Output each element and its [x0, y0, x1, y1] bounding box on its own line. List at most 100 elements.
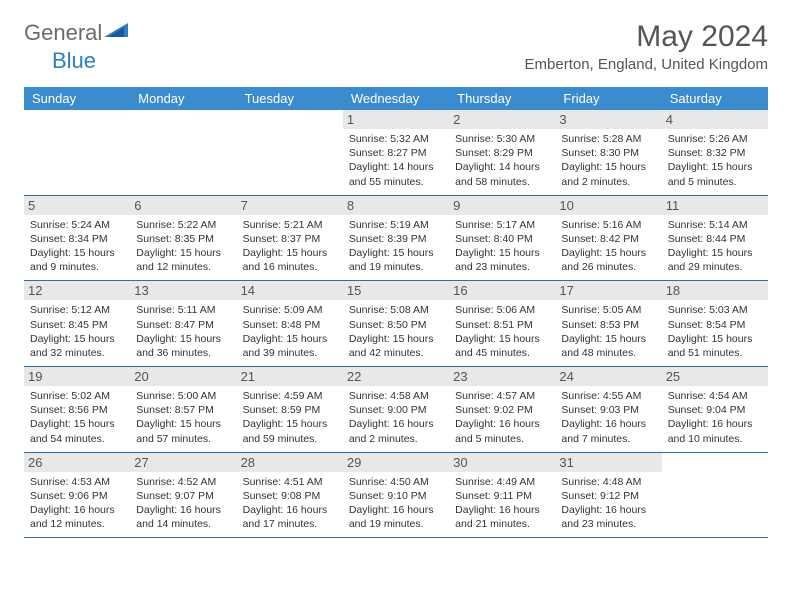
daylight-text: Daylight: 16 hours and 7 minutes.: [561, 417, 655, 445]
daylight-text: Daylight: 15 hours and 12 minutes.: [136, 246, 230, 274]
sunrise-text: Sunrise: 5:06 AM: [455, 303, 549, 317]
day-number: 29: [343, 453, 449, 472]
day-cell: 31Sunrise: 4:48 AMSunset: 9:12 PMDayligh…: [555, 453, 661, 538]
daylight-text: Daylight: 15 hours and 51 minutes.: [668, 332, 762, 360]
daylight-text: Daylight: 14 hours and 58 minutes.: [455, 160, 549, 188]
calendar-table: Sunday Monday Tuesday Wednesday Thursday…: [24, 87, 768, 538]
day-number: 26: [24, 453, 130, 472]
day-number: 21: [237, 367, 343, 386]
title-block: May 2024 Emberton, England, United Kingd…: [525, 20, 768, 73]
day-cell: 20 Sunrise: 5:00 AMSunset: 8:57 PMDayligh…: [130, 367, 236, 452]
week-row: 12 Sunrise: 5:12 AMSunset: 8:45 PMDayligh…: [24, 281, 768, 367]
sunrise-text: Sunrise: 4:58 AM: [349, 389, 443, 403]
sunrise-text: Sunrise: 5:26 AM: [668, 132, 762, 146]
day-detail: Sunrise: 4:50 AMSunset: 9:10 PMDaylight:…: [349, 475, 443, 532]
weekday-header-fri: Friday: [555, 87, 661, 110]
day-detail: Sunrise: 5:30 AMSunset: 8:29 PMDaylight:…: [455, 132, 549, 189]
day-number: 30: [449, 453, 555, 472]
day-detail: Sunrise: 4:49 AMSunset: 9:11 PMDaylight:…: [455, 475, 549, 532]
day-cell: 21Sunrise: 4:59 AMSunset: 8:59 PMDayligh…: [237, 367, 343, 452]
day-detail: Sunrise: 4:57 AMSunset: 9:02 PMDaylight:…: [455, 389, 549, 446]
day-cell: 12 Sunrise: 5:12 AMSunset: 8:45 PMDayligh…: [24, 281, 130, 366]
sunset-text: Sunset: 8:37 PM: [243, 232, 337, 246]
day-cell: .: [662, 453, 768, 538]
sunset-text: Sunset: 9:06 PM: [30, 489, 124, 503]
day-number: 14: [237, 281, 343, 300]
week-row: 5Sunrise: 5:24 AMSunset: 8:34 PMDaylight…: [24, 196, 768, 282]
daylight-text: Daylight: 15 hours and 26 minutes.: [561, 246, 655, 274]
sunset-text: Sunset: 8:30 PM: [561, 146, 655, 160]
sunset-text: Sunset: 8:51 PM: [455, 318, 549, 332]
day-detail: Sunrise: 4:55 AMSunset: 9:03 PMDaylight:…: [561, 389, 655, 446]
day-cell: 14 Sunrise: 5:09 AMSunset: 8:48 PMDayligh…: [237, 281, 343, 366]
week-row: 19Sunrise: 5:02 AMSunset: 8:56 PMDayligh…: [24, 367, 768, 453]
day-cell: 11Sunrise: 5:14 AMSunset: 8:44 PMDayligh…: [662, 196, 768, 281]
day-detail: Sunrise: 4:48 AMSunset: 9:12 PMDaylight:…: [561, 475, 655, 532]
weekday-header-wed: Wednesday: [343, 87, 449, 110]
sunset-text: Sunset: 8:48 PM: [243, 318, 337, 332]
logo-word-2-wrap: Blue: [24, 48, 96, 74]
weekday-header-tue: Tuesday: [237, 87, 343, 110]
weekday-header-sun: Sunday: [24, 87, 130, 110]
daylight-text: Daylight: 16 hours and 17 minutes.: [243, 503, 337, 531]
month-year-title: May 2024: [525, 20, 768, 54]
sunrise-text: Sunrise: 5:32 AM: [349, 132, 443, 146]
day-number: 20: [130, 367, 236, 386]
weeks-container: ...1Sunrise: 5:32 AMSunset: 8:27 PMDayli…: [24, 110, 768, 538]
day-cell: 22Sunrise: 4:58 AMSunset: 9:00 PMDayligh…: [343, 367, 449, 452]
day-detail: Sunrise: 5:09 AMSunset: 8:48 PMDaylight:…: [243, 303, 337, 360]
day-detail: Sunrise: 4:52 AMSunset: 9:07 PMDaylight:…: [136, 475, 230, 532]
day-cell: 19Sunrise: 5:02 AMSunset: 8:56 PMDayligh…: [24, 367, 130, 452]
sunset-text: Sunset: 9:10 PM: [349, 489, 443, 503]
day-number: 15: [343, 281, 449, 300]
sunset-text: Sunset: 8:59 PM: [243, 403, 337, 417]
day-detail: Sunrise: 5:06 AMSunset: 8:51 PMDaylight:…: [455, 303, 549, 360]
day-detail: Sunrise: 5:11 AMSunset: 8:47 PMDaylight:…: [136, 303, 230, 360]
day-number: 1: [343, 110, 449, 129]
daylight-text: Daylight: 15 hours and 16 minutes.: [243, 246, 337, 274]
sunset-text: Sunset: 8:54 PM: [668, 318, 762, 332]
day-detail: Sunrise: 5:22 AMSunset: 8:35 PMDaylight:…: [136, 218, 230, 275]
sunrise-text: Sunrise: 5:05 AM: [561, 303, 655, 317]
sunrise-text: Sunrise: 4:50 AM: [349, 475, 443, 489]
daylight-text: Daylight: 16 hours and 21 minutes.: [455, 503, 549, 531]
day-detail: Sunrise: 5:00 AMSunset: 8:57 PMDaylight:…: [136, 389, 230, 446]
day-number: 3: [555, 110, 661, 129]
day-cell: 9Sunrise: 5:17 AMSunset: 8:40 PMDaylight…: [449, 196, 555, 281]
day-detail: Sunrise: 5:24 AMSunset: 8:34 PMDaylight:…: [30, 218, 124, 275]
day-number: 8: [343, 196, 449, 215]
day-detail: Sunrise: 5:12 AMSunset: 8:45 PMDaylight:…: [30, 303, 124, 360]
sunset-text: Sunset: 8:45 PM: [30, 318, 124, 332]
day-number: 9: [449, 196, 555, 215]
day-number: 25: [662, 367, 768, 386]
sunrise-text: Sunrise: 5:24 AM: [30, 218, 124, 232]
day-number: 12: [24, 281, 130, 300]
day-number: 17: [555, 281, 661, 300]
weekday-header-thu: Thursday: [449, 87, 555, 110]
day-detail: Sunrise: 4:53 AMSunset: 9:06 PMDaylight:…: [30, 475, 124, 532]
day-cell: .: [24, 110, 130, 195]
sunset-text: Sunset: 8:34 PM: [30, 232, 124, 246]
daylight-text: Daylight: 15 hours and 2 minutes.: [561, 160, 655, 188]
day-number: 11: [662, 196, 768, 215]
sunrise-text: Sunrise: 5:03 AM: [668, 303, 762, 317]
day-detail: Sunrise: 5:08 AMSunset: 8:50 PMDaylight:…: [349, 303, 443, 360]
day-detail: Sunrise: 5:16 AMSunset: 8:42 PMDaylight:…: [561, 218, 655, 275]
day-cell: 3 Sunrise: 5:28 AMSunset: 8:30 PMDaylight…: [555, 110, 661, 195]
daylight-text: Daylight: 16 hours and 19 minutes.: [349, 503, 443, 531]
location-subtitle: Emberton, England, United Kingdom: [525, 56, 768, 73]
sunset-text: Sunset: 9:04 PM: [668, 403, 762, 417]
daylight-text: Daylight: 15 hours and 45 minutes.: [455, 332, 549, 360]
day-number: 2: [449, 110, 555, 129]
sunrise-text: Sunrise: 4:49 AM: [455, 475, 549, 489]
daylight-text: Daylight: 16 hours and 12 minutes.: [30, 503, 124, 531]
sunset-text: Sunset: 9:02 PM: [455, 403, 549, 417]
sunrise-text: Sunrise: 4:51 AM: [243, 475, 337, 489]
sunset-text: Sunset: 9:00 PM: [349, 403, 443, 417]
sunrise-text: Sunrise: 5:14 AM: [668, 218, 762, 232]
day-number: 10: [555, 196, 661, 215]
day-cell: 4Sunrise: 5:26 AMSunset: 8:32 PMDaylight…: [662, 110, 768, 195]
day-cell: 18Sunrise: 5:03 AMSunset: 8:54 PMDayligh…: [662, 281, 768, 366]
sunset-text: Sunset: 8:40 PM: [455, 232, 549, 246]
sunrise-text: Sunrise: 5:28 AM: [561, 132, 655, 146]
